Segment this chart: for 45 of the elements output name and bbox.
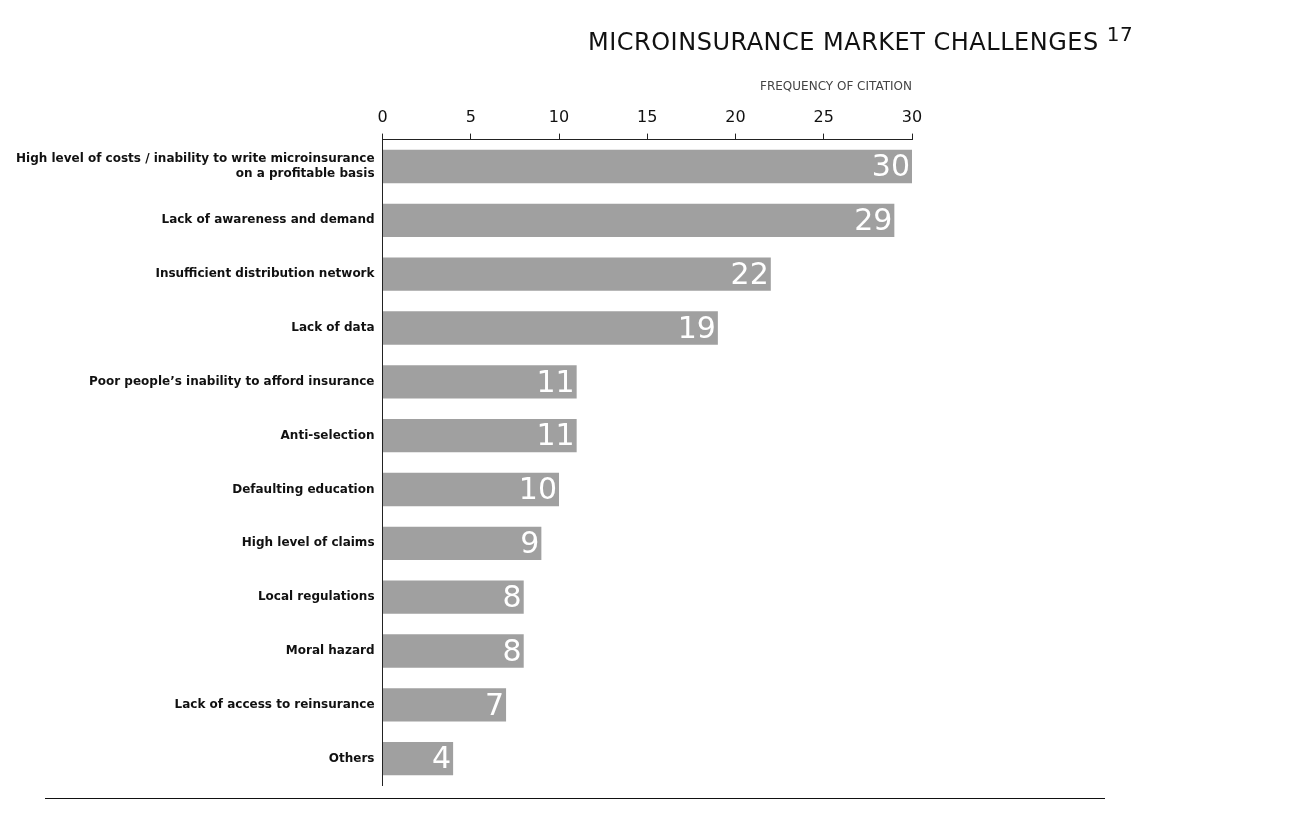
chart-title: MICROINSURANCE MARKET CHALLENGES $^{17}$ (588, 22, 1134, 56)
y-tick-label: High level of costs / inability to write microinsurance on a profitable basis (15, 151, 375, 180)
y-tick-label: Lack of data (291, 320, 375, 335)
x-tick-label: 20 (725, 107, 746, 127)
y-tick-label: High level of claims (241, 535, 375, 550)
data-label: 9 (520, 525, 540, 561)
y-tick-label: Local regulations (257, 589, 375, 604)
data-label: 11 (536, 417, 575, 453)
x-tick-label: 0 (377, 107, 388, 127)
y-tick-label: Poor people’s inability to afford insurance (88, 373, 375, 388)
y-tick-label: Anti-selection (280, 427, 375, 442)
data-label: 11 (536, 363, 575, 399)
data-label: 8 (502, 578, 522, 614)
x-tick-label: 10 (548, 107, 570, 127)
data-label: 22 (730, 255, 769, 291)
bar (383, 472, 560, 507)
data-label: 7 (484, 686, 505, 722)
data-label: 8 (502, 632, 522, 668)
bar (383, 149, 912, 184)
bar (383, 419, 577, 453)
data-label: 10 (518, 471, 558, 507)
x-axis-title: FREQUENCY OF CITATION (760, 79, 912, 94)
data-label: 30 (871, 148, 910, 184)
x-tick-label: 15 (637, 107, 658, 127)
y-tick-label: Lack of awareness and demand (161, 212, 375, 227)
y-tick-label: Moral hazard (285, 643, 375, 658)
bar (383, 203, 895, 238)
bar (383, 742, 454, 776)
data-label: 19 (677, 309, 716, 345)
bar (383, 311, 718, 345)
bar (383, 365, 577, 399)
x-tick-label: 30 (901, 107, 923, 127)
y-tick-label: Others (328, 750, 375, 765)
data-label: 4 (432, 740, 452, 776)
x-tick-label: 25 (813, 107, 834, 127)
x-tick-label: 5 (465, 107, 476, 127)
bar (383, 257, 771, 291)
y-tick-label: Lack of access to reinsurance (174, 696, 375, 711)
data-label: 29 (854, 202, 893, 238)
bar (383, 526, 542, 561)
y-tick-label: Defaulting education (232, 481, 375, 496)
bar (383, 634, 524, 668)
bar (383, 580, 524, 614)
y-tick-label: Insufficient distribution network (155, 266, 376, 281)
bar (383, 688, 507, 722)
